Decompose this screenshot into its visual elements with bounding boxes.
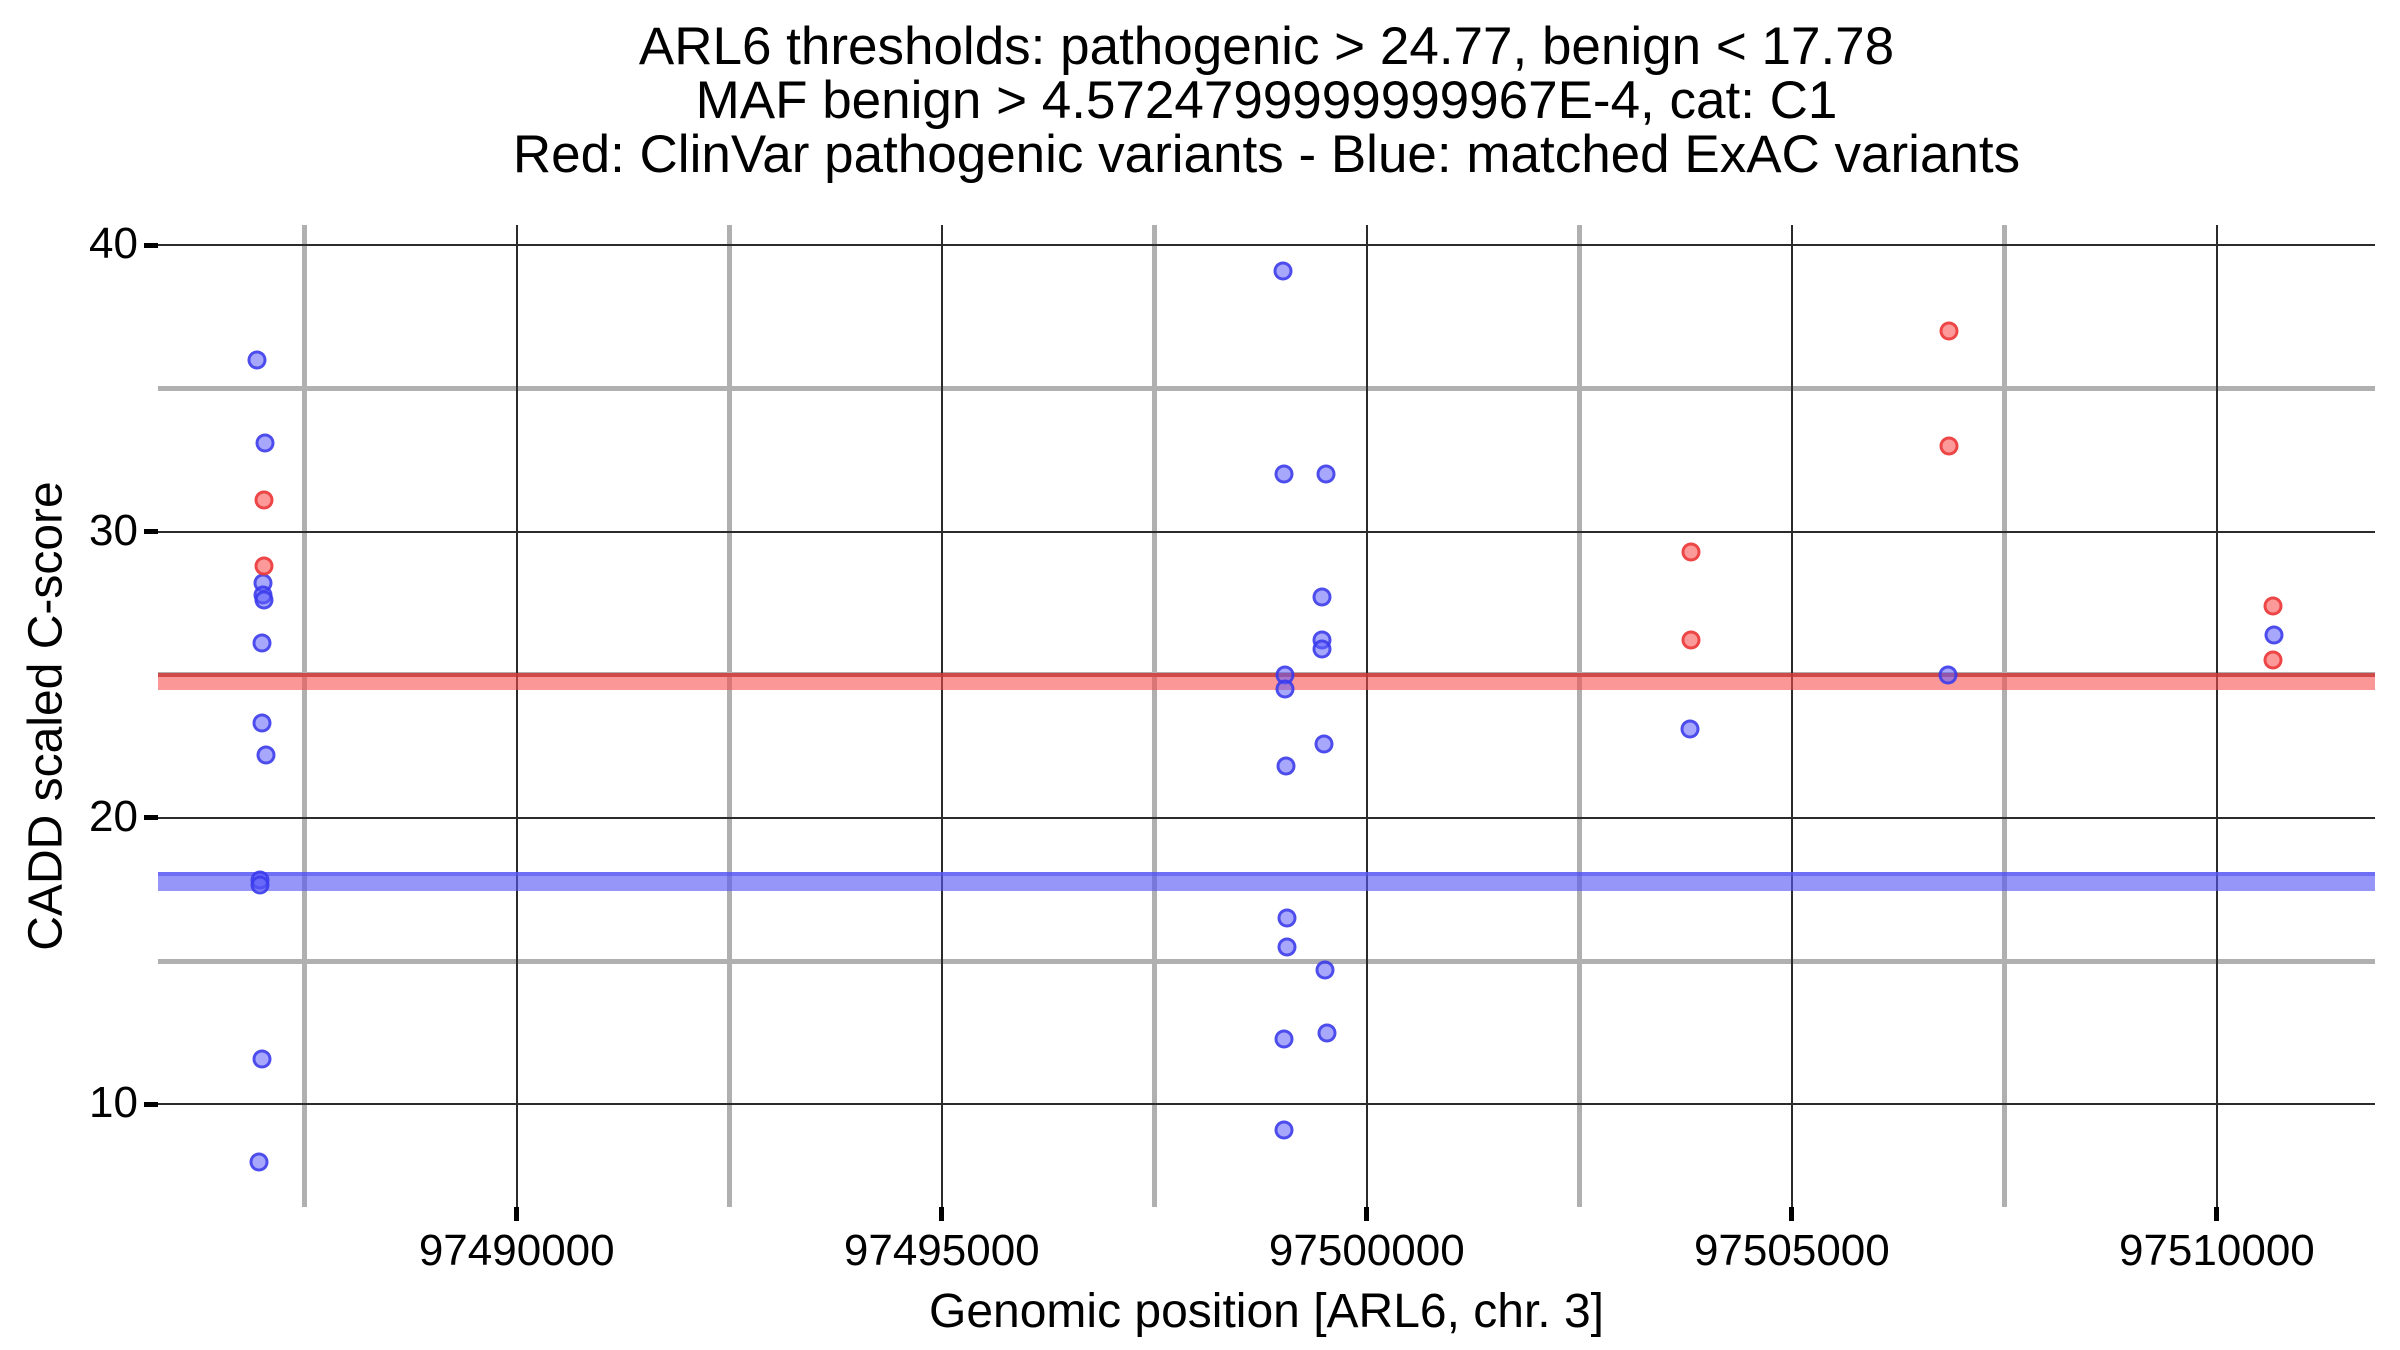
minor-gridline-horizontal — [158, 958, 2375, 964]
x-axis-tick — [939, 1207, 945, 1221]
major-gridline-horizontal — [158, 816, 2375, 819]
data-point-exac — [1312, 639, 1332, 659]
major-gridline-vertical — [940, 225, 943, 1207]
minor-gridline-vertical — [1151, 225, 1157, 1207]
major-gridline-horizontal — [158, 244, 2375, 247]
data-point-exac — [250, 875, 270, 895]
threshold-band-pathogenic — [158, 672, 2375, 690]
x-axis-tick — [1364, 1207, 1370, 1221]
minor-gridline-horizontal — [158, 385, 2375, 391]
y-axis-title: CADD scaled C-score — [19, 481, 73, 951]
x-tick-label: 97505000 — [1693, 1226, 1890, 1275]
y-tick-label: 30 — [89, 505, 138, 555]
data-point-exac — [1277, 908, 1297, 928]
data-point-exac — [1274, 1120, 1294, 1140]
data-point-exac — [249, 1152, 269, 1172]
data-point-exac — [1680, 719, 1700, 739]
x-tick-label: 97500000 — [1268, 1226, 1465, 1275]
y-axis-tick — [144, 1101, 158, 1107]
data-point-exac — [1938, 665, 1958, 685]
plot-panel — [158, 225, 2375, 1207]
chart-title-line-3: Red: ClinVar pathogenic variants - Blue:… — [512, 125, 2021, 185]
data-point-pathogenic — [1681, 630, 1701, 650]
threshold-band-benign — [158, 872, 2375, 892]
data-point-pathogenic — [2263, 650, 2283, 670]
x-axis-title: Genomic position [ARL6, chr. 3] — [929, 1285, 1604, 1338]
data-point-exac — [1316, 464, 1336, 484]
data-point-pathogenic — [1939, 436, 1959, 456]
data-point-exac — [252, 713, 272, 733]
major-gridline-horizontal — [158, 1103, 2375, 1106]
data-point-exac — [1314, 734, 1334, 753]
y-axis-tick — [144, 242, 158, 248]
data-point-exac — [252, 633, 272, 653]
data-point-pathogenic — [2263, 596, 2283, 616]
x-tick-label: 97490000 — [418, 1226, 615, 1275]
data-point-exac — [254, 590, 274, 610]
y-tick-label: 10 — [89, 1078, 138, 1128]
x-tick-label: 97510000 — [2118, 1226, 2315, 1275]
data-point-exac — [1277, 937, 1297, 957]
minor-gridline-vertical — [726, 225, 732, 1207]
data-point-exac — [1274, 464, 1294, 484]
major-gridline-horizontal — [158, 530, 2375, 533]
data-point-exac — [247, 350, 267, 370]
data-point-exac — [1274, 1029, 1294, 1049]
data-point-pathogenic — [1939, 321, 1959, 341]
data-point-exac — [2264, 625, 2284, 645]
minor-gridline-vertical — [1576, 225, 1582, 1207]
data-point-exac — [255, 433, 275, 453]
minor-gridline-vertical — [301, 225, 307, 1207]
data-point-exac — [1276, 756, 1296, 776]
data-point-exac — [1315, 960, 1335, 980]
major-gridline-vertical — [2215, 225, 2218, 1207]
data-point-exac — [256, 745, 276, 765]
data-point-pathogenic — [254, 556, 274, 576]
major-gridline-vertical — [1790, 225, 1793, 1207]
major-gridline-vertical — [1365, 225, 1368, 1207]
x-axis-tick — [2214, 1207, 2220, 1221]
x-tick-label: 97495000 — [843, 1226, 1040, 1275]
data-point-exac — [1312, 587, 1332, 607]
chart-title-line-1: ARL6 thresholds: pathogenic > 24.77, ben… — [638, 17, 1895, 76]
chart-title: ARL6 thresholds: pathogenic > 24.77, ben… — [158, 17, 2375, 185]
chart-title-line-2: MAF benign > 4.5724799999999967E-4, cat:… — [695, 71, 1838, 131]
data-point-exac — [1273, 261, 1293, 281]
x-axis-tick — [514, 1207, 520, 1221]
y-axis-tick — [144, 815, 158, 821]
data-point-exac — [1275, 679, 1295, 699]
data-point-exac — [1317, 1023, 1337, 1043]
data-point-exac — [252, 1049, 272, 1069]
major-gridline-vertical — [515, 225, 518, 1207]
y-tick-label: 20 — [89, 791, 138, 841]
y-axis-tick — [144, 529, 158, 535]
minor-gridline-vertical — [2001, 225, 2007, 1207]
x-axis-tick — [1789, 1207, 1795, 1221]
data-point-pathogenic — [1681, 542, 1701, 562]
y-tick-label: 40 — [89, 219, 138, 269]
data-point-pathogenic — [254, 490, 274, 510]
